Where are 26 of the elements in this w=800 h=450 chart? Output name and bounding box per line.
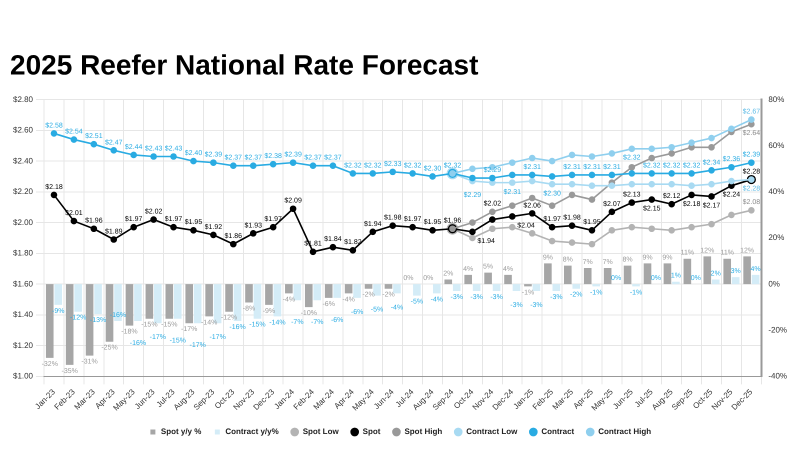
y2-tick-label: 40% (768, 187, 784, 196)
y2-tick-label: -40% (768, 372, 788, 381)
chart-title: 2025 Reefer National Rate Forecast (10, 50, 478, 81)
legend-label: Contract Low (466, 427, 518, 436)
legend-label: Contract High (598, 427, 652, 436)
y-tick-label: $2.20 (12, 187, 34, 196)
y-tick-label: $2.40 (12, 156, 34, 166)
y-tick-label: $2.80 (12, 94, 34, 104)
y2-tick-label: -20% (768, 325, 788, 334)
legend-label: Spot Low (302, 427, 340, 436)
legend-label: Spot High (404, 427, 442, 436)
y-tick-label: $1.60 (12, 279, 34, 288)
y2-tick-label: 0% (768, 279, 780, 288)
y-tick-label: $2.60 (12, 126, 34, 135)
y-tick-label: $2.00 (12, 218, 34, 227)
legend-label: Spot y/y % (160, 427, 202, 436)
y-tick-label: $1.00 (12, 372, 34, 381)
y2-tick-label: 20% (768, 233, 784, 242)
y-tick-label: $1.40 (12, 310, 34, 320)
legend-label: Contract (541, 427, 575, 436)
legend-label: Spot (362, 427, 381, 436)
y-tick-label: $1.80 (12, 248, 34, 258)
y-tick-label: $1.20 (12, 340, 34, 350)
y2-tick-label: 80% (768, 94, 784, 104)
legend-label: Contract y/y% (225, 427, 279, 436)
y2-tick-label: 60% (768, 140, 784, 150)
